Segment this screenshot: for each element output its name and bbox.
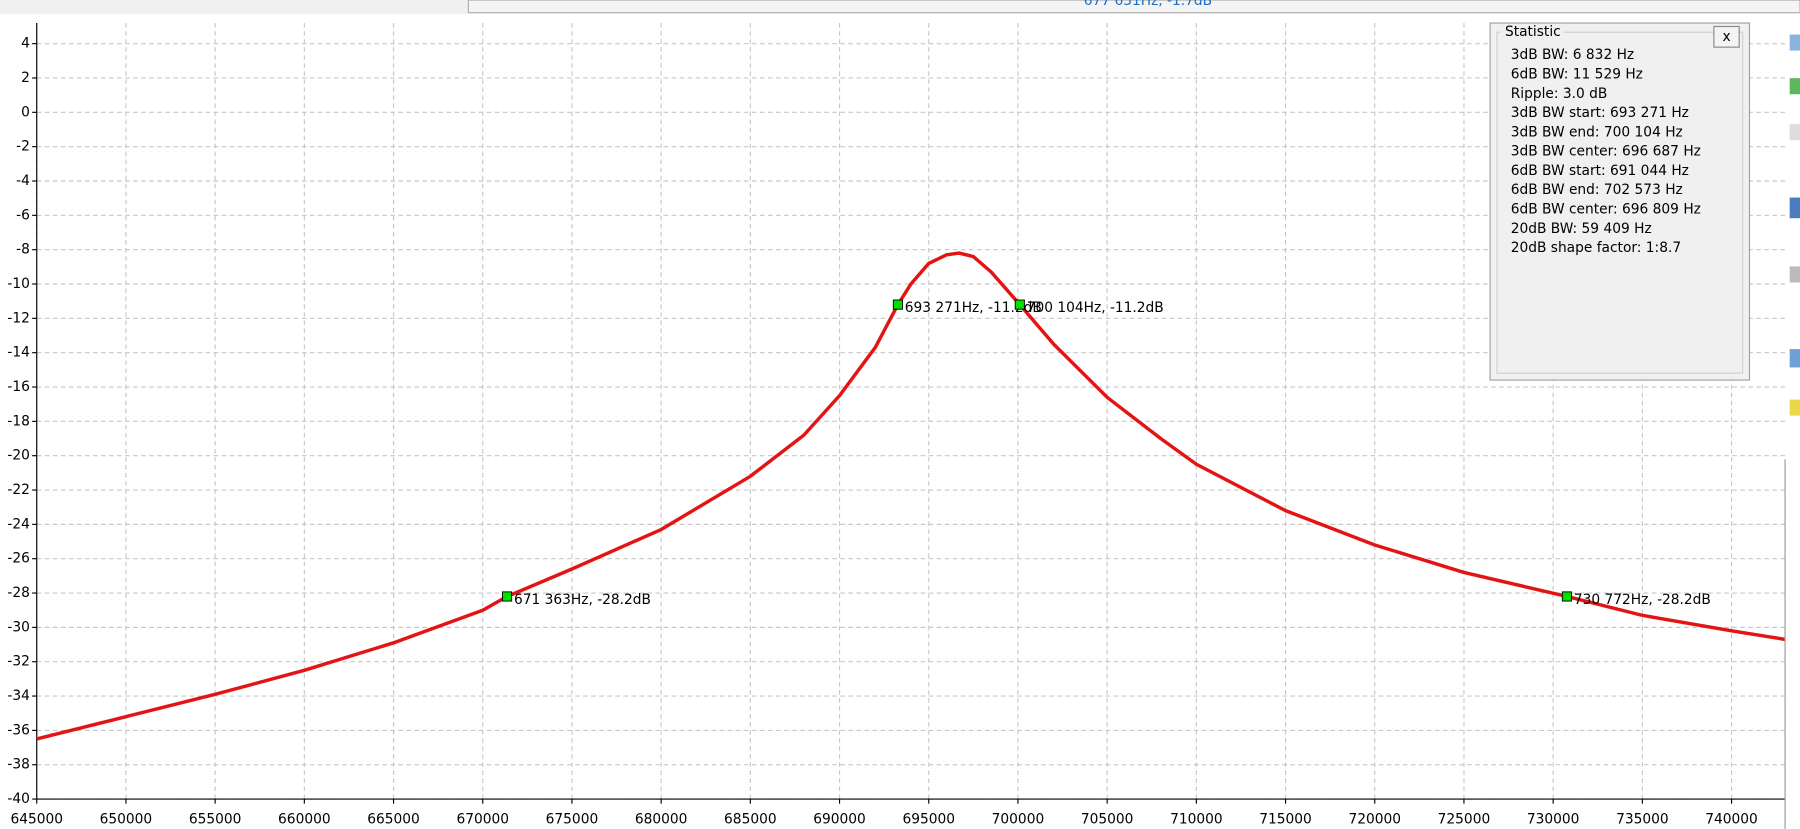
- y-tick-label: -12: [7, 310, 29, 326]
- marker-label: 700 104Hz, -11.2dB: [1027, 300, 1164, 316]
- statistic-line: 6dB BW end: 702 573 Hz: [1511, 182, 1683, 198]
- y-tick-label: -30: [7, 619, 29, 635]
- statistic-line: 6dB BW start: 691 044 Hz: [1511, 163, 1689, 179]
- y-tick-label: -26: [7, 551, 29, 567]
- x-tick-label: 650000: [100, 812, 153, 828]
- statistic-line: 20dB BW: 59 409 Hz: [1511, 221, 1652, 237]
- statistic-line: Ripple: 3.0 dB: [1511, 86, 1608, 102]
- x-tick-label: 700000: [992, 812, 1045, 828]
- tool-icon[interactable]: [1789, 399, 1800, 416]
- y-tick-label: -28: [7, 585, 29, 601]
- tool-icon[interactable]: [1789, 34, 1800, 51]
- trace: [36, 251, 1786, 741]
- statistic-line: 6dB BW: 11 529 Hz: [1511, 66, 1643, 82]
- y-tick-label: -16: [7, 379, 29, 395]
- x-tick-label: 730000: [1527, 812, 1580, 828]
- statistic-box: [1489, 22, 1751, 381]
- marker-label: 671 363Hz, -28.2dB: [514, 592, 651, 608]
- top-panel: [467, 0, 1800, 14]
- x-tick-label: 670000: [456, 812, 509, 828]
- x-tick-label: 675000: [546, 812, 599, 828]
- close-label[interactable]: x: [1722, 29, 1730, 45]
- close-button[interactable]: [1713, 25, 1740, 48]
- side-toolbar: [1784, 34, 1800, 829]
- statistic-panel: Statistic x 3dB BW: 6 832 Hz 6dB BW: 11 5…: [1489, 22, 1751, 381]
- statistic-line: 3dB BW end: 700 104 Hz: [1511, 124, 1683, 140]
- x-tick-label: 705000: [1081, 812, 1134, 828]
- statistic-line: 20dB shape factor: 1:8.7: [1511, 240, 1681, 256]
- marker: [1561, 591, 1572, 602]
- y-tick-label: -14: [7, 345, 29, 361]
- y-tick-label: -10: [7, 276, 29, 292]
- y-tick-label: -36: [7, 722, 29, 738]
- x-tick-label: 695000: [902, 812, 955, 828]
- x-tick-label: 715000: [1259, 812, 1312, 828]
- y-tick-label: -22: [7, 482, 29, 498]
- statistic-lines: 3dB BW: 6 832 Hz 6dB BW: 11 529 Hz Ripple:…: [1511, 47, 1701, 256]
- statistic-line: 6dB BW center: 696 809 Hz: [1511, 201, 1701, 217]
- marker: [892, 299, 903, 310]
- header-readout: 677 631Hz, -1.7dB: [1084, 0, 1212, 9]
- x-tick-label: 735000: [1616, 812, 1669, 828]
- tool-icon[interactable]: [1789, 266, 1800, 283]
- y-tick-label: -38: [7, 757, 29, 773]
- x-tick-label: 710000: [1170, 812, 1223, 828]
- y-tick-label: -32: [7, 654, 29, 670]
- y-tick-label: -34: [7, 688, 29, 704]
- y-tick-label: -6: [16, 207, 30, 223]
- x-tick-label: 665000: [367, 812, 420, 828]
- statistic-title: Statistic: [1505, 24, 1561, 40]
- tool-icon[interactable]: [1789, 78, 1800, 95]
- marker: [502, 591, 513, 602]
- y-tick-label: -8: [16, 242, 30, 258]
- y-tick-label: -24: [7, 516, 29, 532]
- tool-icon[interactable]: [1789, 124, 1800, 141]
- tool-icon[interactable]: [1789, 197, 1800, 219]
- marker: [1014, 299, 1025, 310]
- marker-label: 693 271Hz, -11.2dB: [905, 300, 1042, 316]
- statistic-line: 3dB BW: 6 832 Hz: [1511, 47, 1634, 63]
- y-tick-label: 0: [21, 104, 30, 120]
- plot: -40-38-36-34-32-30-28-26-24-22-20-18-16-…: [7, 23, 1786, 828]
- y-tick-label: -2: [16, 139, 30, 155]
- x-tick-label: 660000: [278, 812, 331, 828]
- y-tick-label: -18: [7, 413, 29, 429]
- tool-icon[interactable]: [1789, 349, 1800, 368]
- x-tick-label: 680000: [635, 812, 688, 828]
- x-tick-label: 645000: [10, 812, 63, 828]
- x-tick-label: 725000: [1438, 812, 1491, 828]
- x-tick-label: 690000: [813, 812, 866, 828]
- x-tick-label: 685000: [724, 812, 777, 828]
- y-tick-label: -4: [16, 173, 30, 189]
- statistic-line: 3dB BW center: 696 687 Hz: [1511, 144, 1701, 160]
- x-tick-label: 740000: [1705, 812, 1758, 828]
- y-tick-label: 4: [21, 36, 30, 52]
- y-tick-label: -20: [7, 448, 29, 464]
- group-frame: [1496, 31, 1744, 374]
- x-tick-label: 655000: [189, 812, 242, 828]
- y-tick-label: -40: [7, 791, 29, 807]
- group-title-bg: [1500, 24, 1564, 41]
- statistic-line: 3dB BW start: 693 271 Hz: [1511, 105, 1689, 121]
- y-tick-label: 2: [21, 70, 30, 86]
- marker-label: 730 772Hz, -28.2dB: [1574, 592, 1711, 608]
- x-tick-label: 720000: [1348, 812, 1401, 828]
